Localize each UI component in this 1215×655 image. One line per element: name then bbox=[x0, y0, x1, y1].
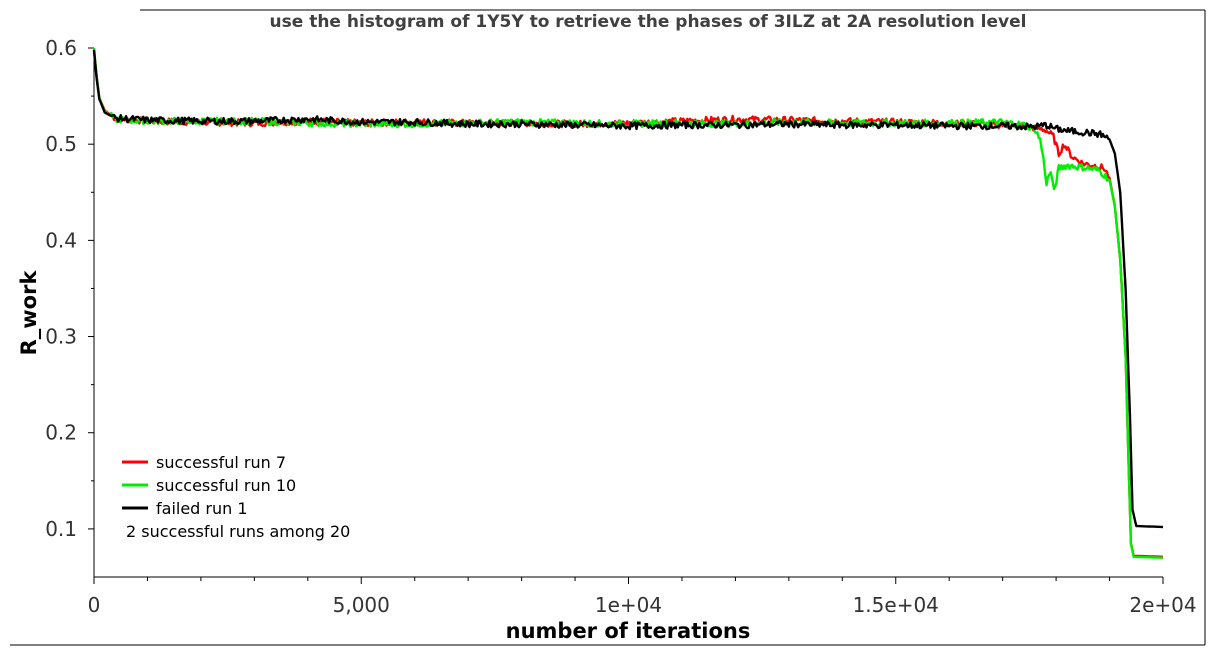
y-tick-label: 0.6 bbox=[45, 36, 77, 60]
legend-label: successful run 7 bbox=[156, 453, 286, 472]
legend-label: successful run 10 bbox=[156, 476, 296, 495]
chart-title: use the histogram of 1Y5Y to retrieve th… bbox=[270, 12, 1027, 32]
y-axis-label: R_work bbox=[17, 270, 41, 356]
y-tick-label: 0.4 bbox=[45, 228, 77, 252]
x-tick-label: 1.5e+04 bbox=[853, 593, 939, 617]
x-tick-label: 0 bbox=[88, 593, 101, 617]
x-tick-label: 1e+04 bbox=[595, 593, 662, 617]
x-axis-label: number of iterations bbox=[506, 619, 751, 643]
tick-marks: 0.1 0.2 0.3 0.4 0.5 0.6 0 5,000 1e+04 1.5e+04 2e+0… bbox=[45, 36, 1196, 617]
x-tick-label: 2e+04 bbox=[1129, 593, 1196, 617]
y-tick-label: 0.5 bbox=[45, 132, 77, 156]
x-tick-label: 5,000 bbox=[333, 593, 390, 617]
y-tick-label: 0.2 bbox=[45, 421, 77, 445]
legend-label: failed run 1 bbox=[156, 499, 248, 518]
annotation-text: 2 successful runs among 20 bbox=[126, 522, 350, 541]
plot-area bbox=[92, 47, 1164, 559]
legend: successful run 7 successful run 10 failed … bbox=[122, 453, 296, 518]
y-tick-label: 0.1 bbox=[45, 517, 77, 541]
y-tick-label: 0.3 bbox=[45, 325, 77, 349]
series-line-3 bbox=[92, 49, 1164, 529]
